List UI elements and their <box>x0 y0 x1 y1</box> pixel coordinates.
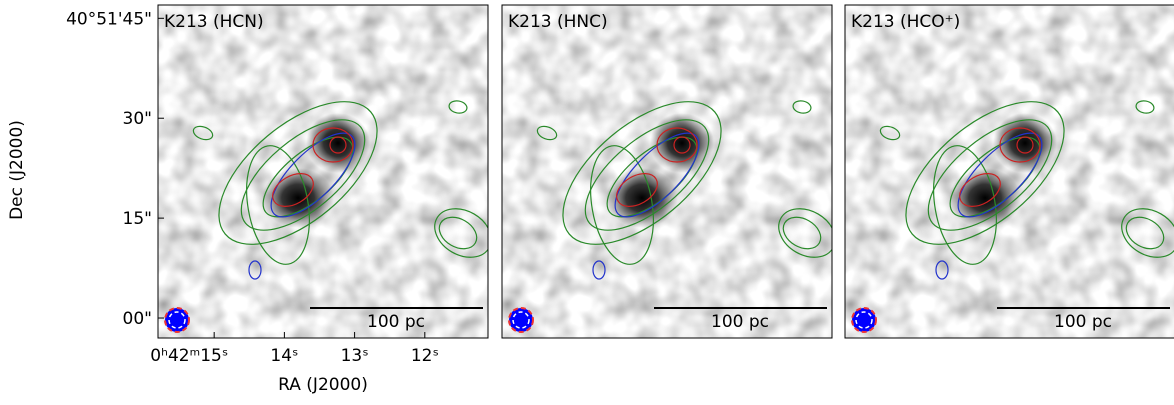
panel-title: K213 (HNC) <box>508 12 608 32</box>
figure: Dec (J2000) RA (J2000) 100 pc K213 (HCN) 0… <box>0 0 1174 401</box>
scale-bar-label: 100 pc <box>711 312 769 332</box>
noise-map <box>158 5 488 338</box>
x-axis-label: RA (J2000) <box>278 375 368 395</box>
x-tick-label: 12ˢ <box>411 346 439 366</box>
y-tick-label: 15" <box>123 209 152 229</box>
x-tick-label: 14ˢ <box>270 346 298 366</box>
panel: 100 pc K213 (HCO⁺) <box>845 5 1174 338</box>
panel: 100 pc K213 (HCN) 0ʰ42ᵐ15ˢ 14ˢ 13ˢ 12ˢ 40°51'4… <box>66 5 500 366</box>
image: 100 pc <box>158 5 500 338</box>
image: 100 pc <box>845 5 1174 338</box>
panel-title: K213 (HCN) <box>164 12 264 32</box>
y-axis-label: Dec (J2000) <box>7 120 27 220</box>
panel: 100 pc K213 (HNC) <box>502 5 844 338</box>
y-tick-label: 40°51'45" <box>66 9 152 29</box>
scale-bar-label: 100 pc <box>1054 312 1112 332</box>
y-tick-label: 30" <box>123 109 152 129</box>
y-tick-label: 00" <box>123 309 152 329</box>
noise-map <box>502 5 832 338</box>
scale-bar-label: 100 pc <box>367 312 425 332</box>
x-tick-label: 13ˢ <box>341 346 369 366</box>
panel-title: K213 (HCO⁺) <box>851 12 960 32</box>
noise-map <box>845 5 1174 338</box>
x-tick-label: 0ʰ42ᵐ15ˢ <box>150 346 228 366</box>
image: 100 pc <box>502 5 844 338</box>
